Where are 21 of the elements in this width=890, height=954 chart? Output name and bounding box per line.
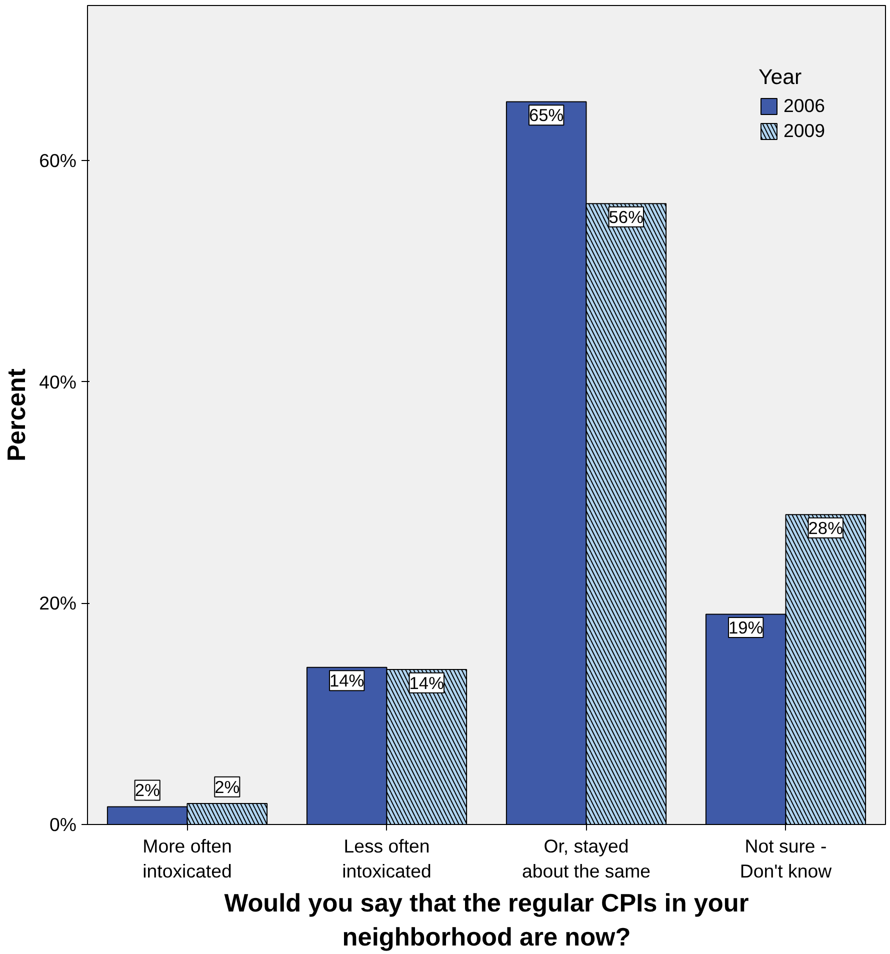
data-label: 14% — [330, 670, 364, 691]
legend-title: Year — [758, 65, 803, 90]
data-label: 56% — [608, 206, 644, 227]
y-tick-label: 20% — [39, 592, 77, 614]
x-tick-label: More often intoxicated — [142, 836, 232, 882]
data-label: 19% — [728, 617, 764, 638]
data-label: 65% — [529, 105, 564, 126]
legend-label: 2009 — [783, 120, 825, 142]
y-tick-label: 40% — [39, 371, 77, 392]
data-label: 14% — [409, 672, 444, 693]
data-label: 2% — [134, 780, 160, 800]
x-tick-label: Not sure - Don't know — [740, 836, 832, 882]
data-label: 2% — [214, 776, 240, 797]
y-axis-title: Percent — [3, 368, 32, 462]
y-tick-label: 60% — [39, 150, 77, 171]
legend-label: 2006 — [783, 95, 825, 117]
x-axis-title: Would you say that the regular CPIs in your neighborhood are now? — [224, 890, 749, 952]
y-tick-label: 0% — [50, 814, 77, 835]
data-label: 28% — [808, 518, 843, 538]
x-tick-label: Or, stayed about the same — [522, 836, 651, 882]
x-tick-label: Less often intoxicated — [342, 836, 432, 882]
